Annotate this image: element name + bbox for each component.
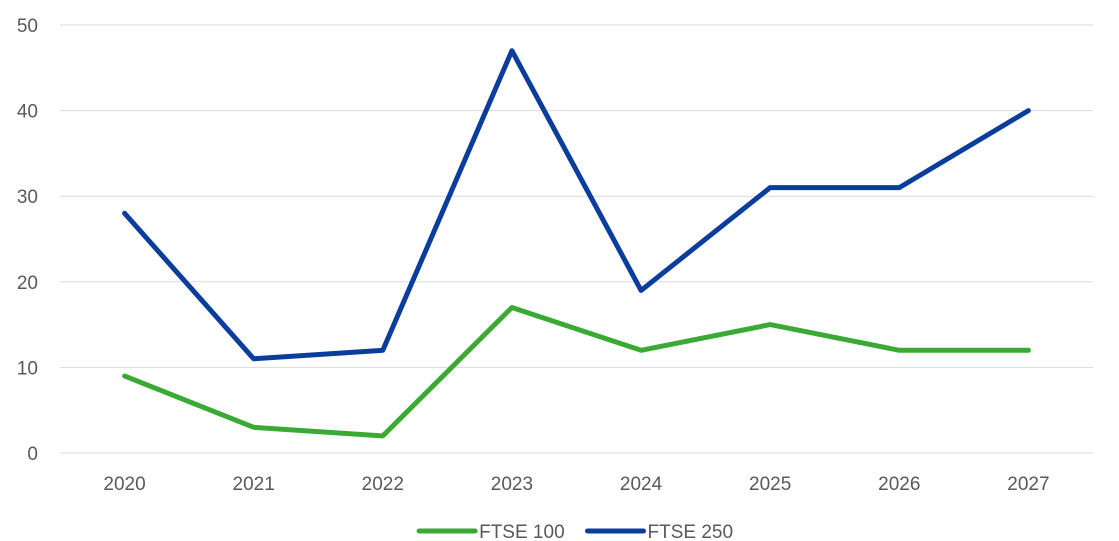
legend: FTSE 100 FTSE 250 <box>416 522 734 541</box>
x-tick-label: 2024 <box>620 474 663 495</box>
x-tick-label: 2022 <box>362 474 404 495</box>
x-tick-label: 2026 <box>878 474 920 495</box>
legend-label: FTSE 250 <box>648 522 734 541</box>
y-tick-label: 20 <box>17 273 38 294</box>
y-tick-label: 50 <box>17 16 38 37</box>
legend-label: FTSE 100 <box>479 522 565 541</box>
x-tick-label: 2023 <box>491 474 533 495</box>
y-tick-label: 10 <box>17 358 38 379</box>
series-line-2 <box>122 48 1031 362</box>
legend-item: FTSE 250 <box>585 522 734 541</box>
y-tick-label: 40 <box>17 102 38 123</box>
y-tick-label: 0 <box>27 444 38 465</box>
y-tick-label: 30 <box>17 187 38 208</box>
series-line-1 <box>122 305 1031 439</box>
gridlines <box>60 24 1093 454</box>
y-axis: 0 10 20 30 40 50 <box>17 16 38 465</box>
x-tick-label: 2027 <box>1007 474 1049 495</box>
x-tick-label: 2021 <box>233 474 275 495</box>
x-axis: 2020 2021 2022 2023 2024 2025 2026 2027 <box>103 474 1049 495</box>
x-tick-label: 2020 <box>103 474 145 495</box>
legend-item: FTSE 100 <box>416 522 565 541</box>
x-tick-label: 2025 <box>749 474 791 495</box>
series-lines <box>122 48 1031 439</box>
